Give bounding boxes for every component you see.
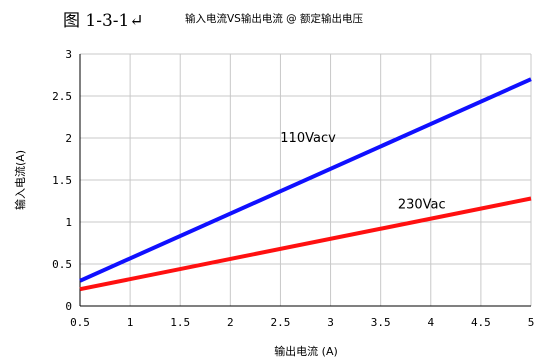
y-tick-label: 0.5 xyxy=(52,258,72,271)
axes xyxy=(79,54,531,307)
y-tick-label: 1.5 xyxy=(52,174,72,187)
y-tick-label: 0 xyxy=(65,300,72,313)
series-line-2 xyxy=(79,196,532,292)
y-tick-labels: 0 0.5 1 1.5 2 2.5 3 xyxy=(52,48,72,313)
y-tick-label: 3 xyxy=(65,48,72,61)
x-tick-label: 2 xyxy=(227,316,234,329)
series-labels: 110Vacv 230Vac xyxy=(280,131,445,213)
figure-label: 图 1-3-1↵ xyxy=(63,11,144,31)
x-tick-label: 2.5 xyxy=(271,316,291,329)
series-label-1: 110Vacv xyxy=(280,131,336,146)
x-tick-labels: 0.5 1 1.5 2 2.5 3 3.5 4 4.5 5 xyxy=(70,316,534,329)
x-tick-label: 1.5 xyxy=(170,316,190,329)
x-axis-title: 输出电流 (A) xyxy=(274,344,338,358)
y-tick-label: 2 xyxy=(65,132,72,145)
x-tick-label: 0.5 xyxy=(70,316,90,329)
x-tick-label: 1 xyxy=(127,316,134,329)
y-axis-title: 输入电流(A) xyxy=(13,150,27,210)
x-tick-label: 4 xyxy=(427,316,434,329)
series-line-1 xyxy=(79,77,532,283)
series-lines xyxy=(79,77,532,292)
x-tick-label: 3 xyxy=(327,316,334,329)
series-label-2: 230Vac xyxy=(398,197,446,212)
x-tick-label: 5 xyxy=(528,316,535,329)
chart-title: 输入电流VS输出电流 @ 额定输出电压 xyxy=(185,13,364,25)
x-tick-label: 4.5 xyxy=(471,316,491,329)
x-tick-label: 3.5 xyxy=(371,316,391,329)
y-tick-label: 1 xyxy=(65,216,72,229)
y-tick-label: 2.5 xyxy=(52,90,72,103)
